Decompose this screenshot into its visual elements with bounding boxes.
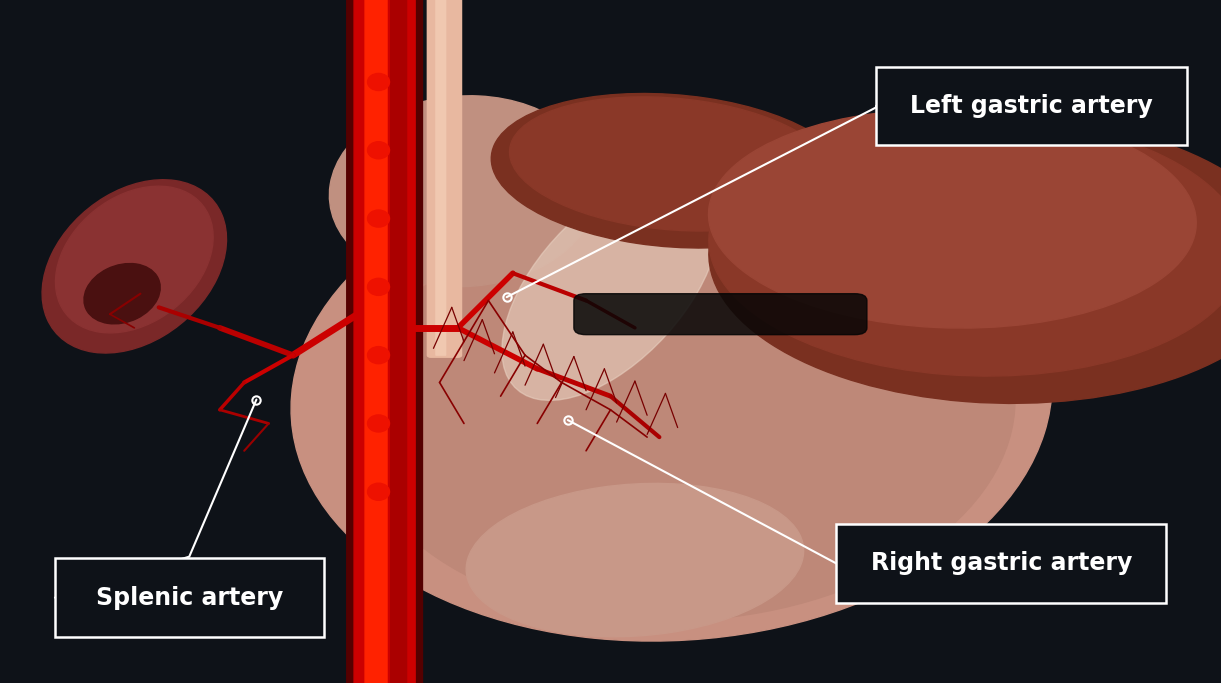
FancyBboxPatch shape <box>55 559 324 637</box>
Ellipse shape <box>709 115 1221 376</box>
Ellipse shape <box>708 109 1197 328</box>
Ellipse shape <box>330 96 598 287</box>
Ellipse shape <box>709 115 1221 404</box>
Ellipse shape <box>368 484 389 500</box>
Ellipse shape <box>368 210 389 227</box>
Text: Left gastric artery: Left gastric artery <box>911 94 1153 118</box>
FancyBboxPatch shape <box>574 294 867 335</box>
Ellipse shape <box>509 97 834 231</box>
FancyBboxPatch shape <box>836 525 1166 603</box>
Ellipse shape <box>368 415 389 432</box>
FancyBboxPatch shape <box>436 0 446 355</box>
FancyBboxPatch shape <box>365 0 387 683</box>
FancyBboxPatch shape <box>391 0 407 683</box>
FancyBboxPatch shape <box>877 66 1188 145</box>
Ellipse shape <box>491 94 852 248</box>
Ellipse shape <box>502 173 719 400</box>
Ellipse shape <box>353 199 1015 621</box>
Text: Right gastric artery: Right gastric artery <box>871 551 1132 576</box>
Ellipse shape <box>84 264 160 324</box>
Ellipse shape <box>291 151 1053 641</box>
FancyBboxPatch shape <box>354 0 415 683</box>
FancyBboxPatch shape <box>347 0 422 683</box>
Ellipse shape <box>368 347 389 364</box>
Ellipse shape <box>368 279 389 295</box>
FancyBboxPatch shape <box>427 0 462 357</box>
Ellipse shape <box>55 186 214 333</box>
Ellipse shape <box>368 74 389 91</box>
Ellipse shape <box>368 141 389 159</box>
Ellipse shape <box>466 484 803 637</box>
Text: Splenic artery: Splenic artery <box>95 585 283 610</box>
Ellipse shape <box>42 180 227 353</box>
